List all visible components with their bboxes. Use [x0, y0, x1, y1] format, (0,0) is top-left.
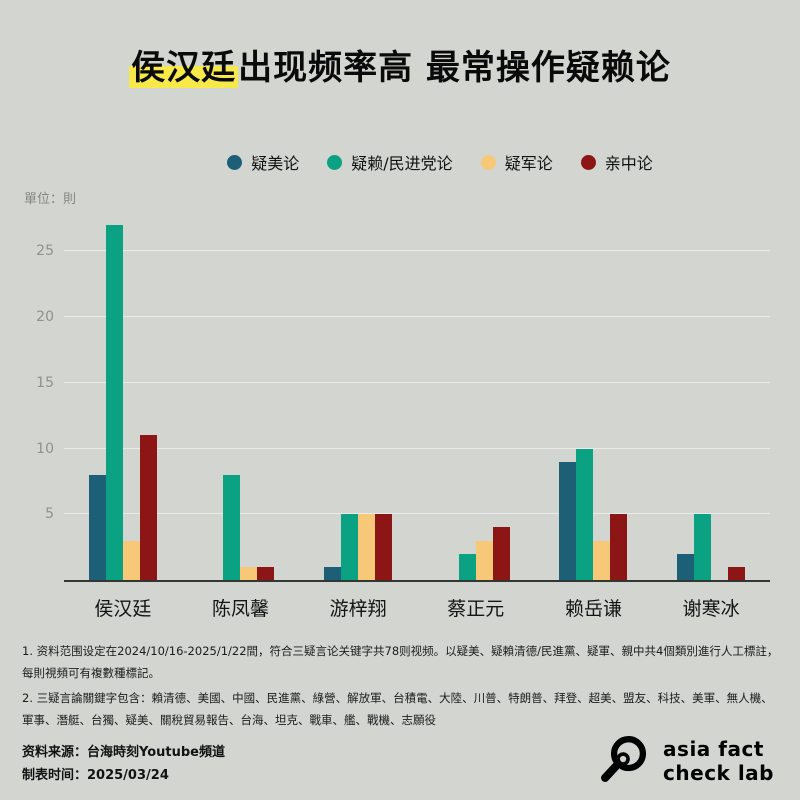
page-title: 侯汉廷出现频率高 最常操作疑赖论 [0, 40, 800, 89]
bar[interactable] [341, 514, 359, 580]
x-axis-label: 侯汉廷 [94, 598, 152, 620]
legend-label: 疑赖/民进党论 [351, 154, 453, 173]
y-tick-label: 25 [36, 243, 54, 260]
bar[interactable] [257, 566, 275, 580]
legend-item[interactable]: 疑美论 [227, 150, 299, 174]
legend-dot-icon [580, 154, 596, 170]
title-rest: 出现频率高 最常操作疑赖论 [238, 48, 671, 88]
magnifier-icon [597, 732, 651, 790]
x-axis-label: 陈凤馨 [211, 598, 269, 620]
bar-group: 侯汉廷 [88, 212, 157, 620]
logo-line-2: check lab [663, 761, 774, 785]
bar[interactable] [458, 553, 476, 580]
source-info: 资料来源：台海時刻Youtube頻道 制表时间：2025/03/24 [22, 742, 225, 788]
bar-groups: 侯汉廷 陈凤馨 游梓翔 蔡正元 赖岳谦 谢寒冰 [64, 212, 770, 620]
bar[interactable] [559, 461, 577, 580]
logo-line-1: asia fact [663, 737, 764, 761]
x-axis-label: 游梓翔 [329, 598, 387, 620]
logo-text: asia fact check lab [663, 737, 774, 785]
chart-legend: 疑美论 疑赖/民进党论 疑军论 亲中论 [40, 150, 800, 174]
legend-item[interactable]: 疑军论 [480, 150, 553, 174]
gridline [64, 316, 770, 318]
legend-item[interactable]: 疑赖/民进党论 [327, 150, 453, 174]
bar[interactable] [88, 474, 106, 580]
bar[interactable] [223, 474, 241, 580]
bar[interactable] [694, 514, 712, 580]
x-axis-label: 谢寒冰 [682, 598, 740, 620]
bar-group: 蔡正元 [442, 212, 510, 620]
bar[interactable] [240, 566, 258, 580]
bar[interactable] [728, 566, 746, 580]
bar[interactable] [576, 448, 594, 580]
bar-group: 游梓翔 [324, 212, 393, 620]
bar[interactable] [677, 553, 695, 580]
legend-label: 亲中论 [604, 154, 653, 173]
bar-group: 陈凤馨 [206, 212, 275, 620]
legend-label: 疑美论 [251, 154, 300, 173]
y-axis-unit-label: 單位：則 [24, 192, 77, 207]
footnote-1: 1. 资料范围设定在2024/10/16-2025/1/22間，符合三疑言论关键… [22, 644, 779, 681]
bar[interactable] [358, 514, 376, 580]
bar-group: 谢寒冰 [677, 212, 746, 620]
gridline [64, 447, 770, 449]
title-highlight: 侯汉廷 [129, 48, 239, 88]
y-tick-label: 20 [36, 309, 54, 326]
bar[interactable] [122, 540, 140, 580]
legend-label: 疑军论 [504, 154, 553, 173]
y-tick-label: 10 [36, 440, 54, 457]
footnotes: 1. 资料范围设定在2024/10/16-2025/1/22間，符合三疑言论关键… [22, 640, 780, 734]
y-tick-label: 15 [36, 374, 54, 391]
bar-group: 赖岳谦 [559, 212, 628, 620]
y-tick-label: 5 [45, 506, 54, 523]
bar[interactable] [324, 566, 342, 580]
afcl-logo: asia fact check lab [597, 732, 774, 790]
chart-date: 制表时间：2025/03/24 [22, 767, 169, 783]
bar[interactable] [610, 514, 628, 580]
bar-chart-plot: 5 10 15 20 25 侯汉廷 陈凤馨 游梓翔 蔡正元 赖岳谦 谢寒冰 [36, 212, 770, 620]
gridline [64, 250, 770, 252]
bar[interactable] [475, 540, 493, 580]
x-axis-label: 蔡正元 [447, 598, 505, 620]
legend-dot-icon [480, 154, 496, 170]
bar[interactable] [593, 540, 611, 580]
bar[interactable] [492, 527, 510, 580]
bar[interactable] [375, 514, 393, 580]
bar[interactable] [139, 435, 157, 580]
footnote-2: 2. 三疑言論關鍵字包含：賴清德、美國、中國、民進黨、綠營、解放軍、台積電、大陸… [22, 690, 773, 728]
data-source: 资料来源：台海時刻Youtube頻道 [22, 745, 225, 760]
legend-item[interactable]: 亲中论 [580, 150, 653, 174]
legend-dot-icon [327, 154, 343, 170]
x-axis-label: 赖岳谦 [564, 598, 622, 620]
bar[interactable] [105, 225, 123, 580]
gridline [64, 381, 770, 383]
gridline [64, 513, 770, 515]
legend-dot-icon [227, 154, 243, 170]
